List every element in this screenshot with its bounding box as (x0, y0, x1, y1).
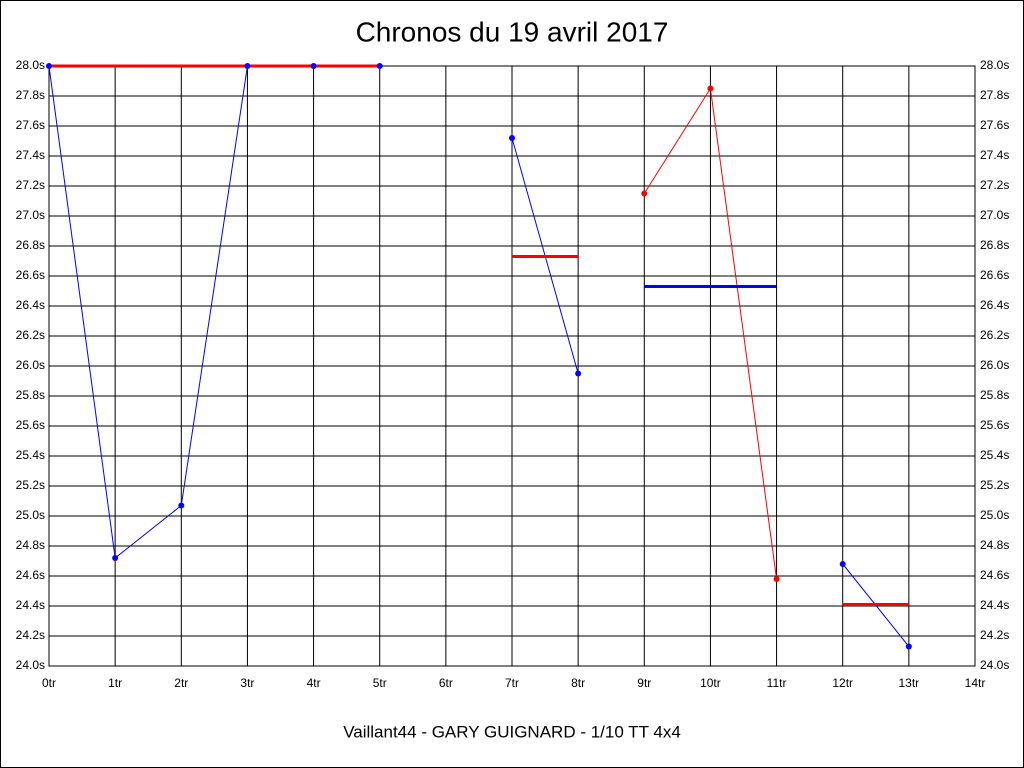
y2-tick-label: 25.6s (980, 418, 1009, 432)
y2-tick-label: 27.6s (980, 118, 1009, 132)
y-tick-label: 28.0s (16, 58, 45, 72)
y-tick-label: 26.0s (16, 358, 45, 372)
y-tick-label: 26.6s (16, 268, 45, 282)
point (46, 63, 52, 69)
y2-tick-label: 26.4s (980, 298, 1009, 312)
point (178, 502, 185, 509)
y-tick-label: 26.8s (16, 238, 45, 252)
point (509, 135, 515, 141)
y-tick-label: 26.2s (16, 328, 45, 342)
point (376, 63, 383, 69)
y2-tick-label: 27.2s (980, 178, 1009, 192)
x-tick-label: 7tr (505, 676, 519, 690)
y2-tick-label: 24.6s (980, 568, 1009, 582)
y-tick-label: 27.0s (16, 208, 45, 222)
y2-tick-label: 25.4s (980, 448, 1009, 462)
y-tick-label: 25.4s (16, 448, 45, 462)
y2-tick-label: 28.0s (980, 58, 1009, 72)
x-tick-label: 3tr (240, 676, 254, 690)
x-tick-label: 4tr (307, 676, 321, 690)
y2-tick-label: 24.0s (980, 658, 1009, 672)
point (905, 643, 912, 650)
y2-tick-label: 26.8s (980, 238, 1009, 252)
y-tick-label: 25.0s (16, 508, 45, 522)
y-tick-label: 25.6s (16, 418, 45, 432)
x-tick-label: 11tr (767, 676, 787, 690)
x-tick-label: 8tr (571, 676, 585, 690)
x-tick-label: 2tr (174, 676, 188, 690)
y2-tick-label: 27.4s (980, 148, 1009, 162)
x-tick-label: 6tr (439, 676, 453, 690)
chart-footer: Vaillant44 - GARY GUIGNARD - 1/10 TT 4x4 (343, 722, 681, 741)
y2-tick-label: 24.2s (980, 628, 1009, 642)
y-tick-label: 24.8s (16, 538, 45, 552)
y2-tick-label: 25.8s (980, 388, 1009, 402)
y2-tick-label: 25.2s (980, 478, 1009, 492)
y-tick-label: 27.8s (16, 88, 45, 102)
y2-tick-label: 26.6s (980, 268, 1009, 282)
point (707, 85, 714, 92)
point (244, 63, 251, 69)
x-tick-label: 0tr (42, 676, 56, 690)
y2-tick-label: 27.0s (980, 208, 1009, 222)
point (839, 561, 846, 567)
y-tick-label: 27.2s (16, 178, 45, 192)
x-tick-label: 1tr (108, 676, 122, 690)
x-tick-label: 10tr (700, 676, 721, 690)
x-tick-label: 13tr (899, 676, 920, 690)
y-tick-label: 24.6s (16, 568, 45, 582)
y2-tick-label: 26.2s (980, 328, 1009, 342)
y-tick-label: 24.0s (16, 658, 45, 672)
x-tick-label: 12tr (832, 676, 853, 690)
y-tick-label: 27.4s (16, 148, 45, 162)
y-tick-label: 25.2s (16, 478, 45, 492)
point (773, 576, 780, 582)
y-tick-label: 26.4s (16, 298, 45, 312)
point (575, 370, 582, 377)
y2-tick-label: 24.4s (980, 598, 1009, 612)
point (641, 190, 648, 197)
y2-tick-label: 25.0s (980, 508, 1009, 522)
plot-border (48, 65, 976, 667)
point (310, 63, 317, 69)
x-tick-label: 14tr (965, 676, 986, 690)
y2-tick-label: 24.8s (980, 538, 1009, 552)
chart-title: Chronos du 19 avril 2017 (356, 16, 669, 47)
y2-tick-label: 27.8s (980, 88, 1009, 102)
x-tick-label: 5tr (373, 676, 387, 690)
y-tick-label: 24.2s (16, 628, 45, 642)
y-tick-label: 27.6s (16, 118, 45, 132)
point (112, 555, 119, 561)
y-tick-label: 25.8s (16, 388, 45, 402)
y-tick-label: 24.4s (16, 598, 45, 612)
x-tick-label: 9tr (637, 676, 651, 690)
y2-tick-label: 26.0s (980, 358, 1009, 372)
